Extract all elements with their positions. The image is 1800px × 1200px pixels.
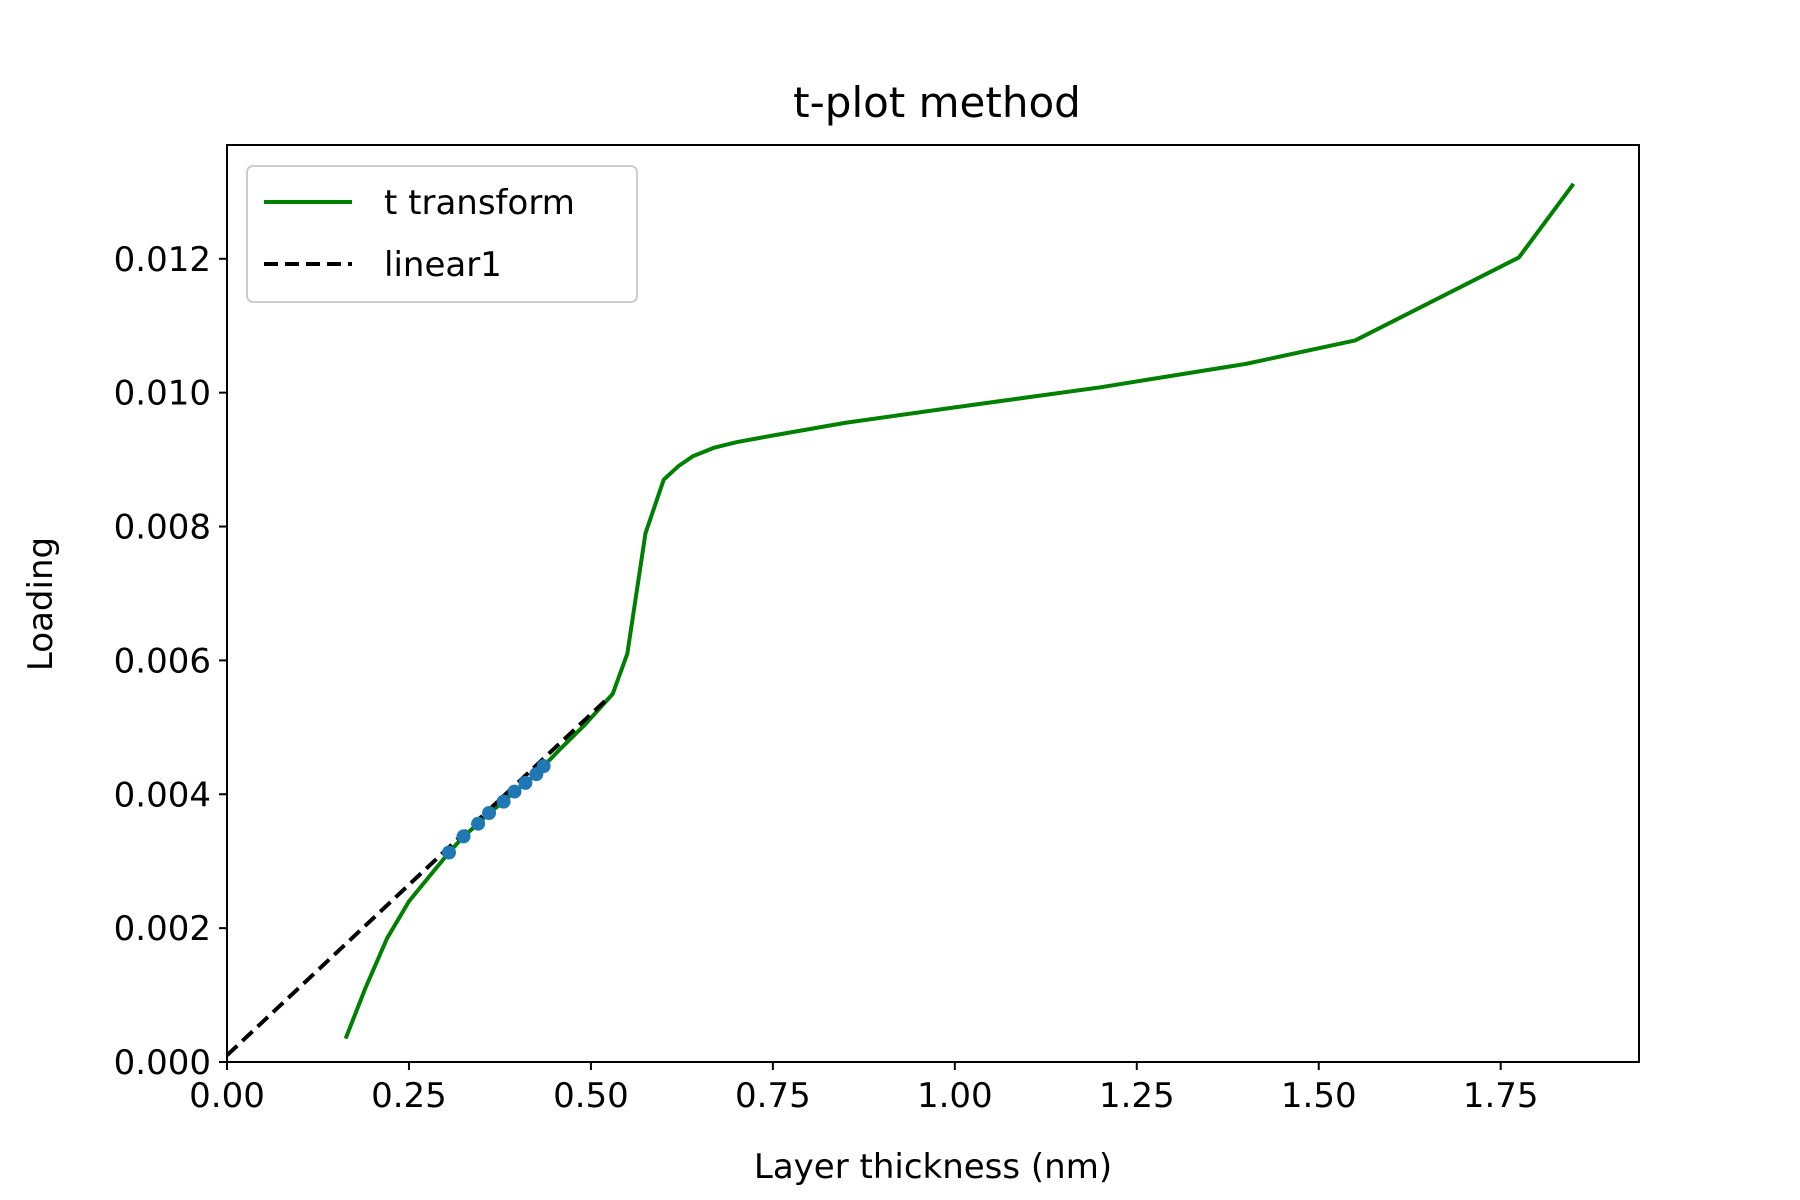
fit-points <box>441 759 551 860</box>
data-point-1 <box>456 829 471 844</box>
y-tick-label: 0.012 <box>114 240 211 280</box>
x-tick-label: 0.50 <box>553 1076 629 1116</box>
x-tick-label: 0.00 <box>189 1076 265 1116</box>
data-point-4 <box>496 794 511 809</box>
y-tick-label: 0.010 <box>114 374 211 414</box>
x-axis-ticks: 0.00 0.25 0.50 0.75 1.00 1.25 1.50 1.75 <box>189 1062 1539 1116</box>
x-tick-label: 1.50 <box>1281 1076 1357 1116</box>
y-tick-label: 0.000 <box>114 1043 211 1083</box>
y-axis-ticks: 0.000 0.002 0.004 0.006 0.008 0.010 0.012 <box>114 240 227 1083</box>
chart-title: t-plot method <box>793 78 1081 127</box>
data-point-5 <box>507 784 522 799</box>
plot-area <box>225 182 1576 1057</box>
x-tick-label: 1.00 <box>917 1076 993 1116</box>
x-tick-label: 0.75 <box>735 1076 811 1116</box>
data-point-3 <box>482 806 497 821</box>
data-point-0 <box>441 845 456 860</box>
axes-frame <box>226 144 1640 1063</box>
y-tick-label: 0.008 <box>114 508 211 548</box>
y-tick-label: 0.002 <box>114 909 211 949</box>
data-point-2 <box>471 816 486 831</box>
y-axis-label: Loading <box>21 537 61 671</box>
legend-label-linear1: linear1 <box>384 245 502 285</box>
x-tick-label: 1.25 <box>1099 1076 1175 1116</box>
data-point-8 <box>536 759 551 774</box>
legend-label-t-transform: t transform <box>384 183 575 223</box>
data-point-6 <box>518 775 533 790</box>
y-tick-label: 0.006 <box>114 641 211 681</box>
x-tick-label: 1.75 <box>1463 1076 1539 1116</box>
y-tick-label: 0.004 <box>114 775 211 815</box>
x-tick-label: 0.25 <box>371 1076 447 1116</box>
x-axis-label: Layer thickness (nm) <box>754 1147 1112 1187</box>
legend: t transform linear1 <box>246 165 638 303</box>
